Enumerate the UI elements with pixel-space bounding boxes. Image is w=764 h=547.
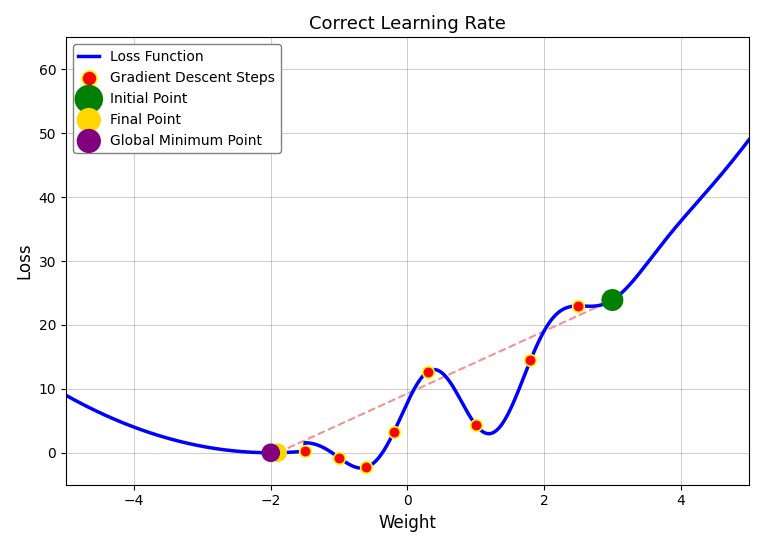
Loss Function [96, 410, 105, 416]
Legend: Loss Function, Gradient Descent Steps, Initial Point, Final Point, Global Minimu: Loss Function, Gradient Descent Steps, I… [73, 44, 281, 153]
Final Point [271, 449, 283, 457]
Loss Function [357, 465, 366, 472]
Line: Loss Function: Loss Function [66, 139, 749, 468]
Loss Function [376, 452, 385, 459]
Loss Function [724, 161, 733, 168]
Gradient Descent Steps [387, 428, 400, 437]
Loss Function [61, 392, 70, 399]
Loss Function [744, 136, 753, 143]
Loss Function [393, 419, 403, 426]
Gradient Descent Steps [299, 447, 311, 456]
Gradient Descent Steps [470, 421, 482, 429]
Gradient Descent Steps [607, 295, 619, 304]
Gradient Descent Steps [333, 453, 345, 462]
Gradient Descent Steps [361, 463, 373, 472]
Title: Correct Learning Rate: Correct Learning Rate [309, 15, 506, 33]
Gradient Descent Steps [572, 301, 584, 310]
Gradient Descent Steps [271, 449, 283, 457]
Initial Point [607, 295, 619, 304]
Loss Function [725, 161, 734, 168]
Y-axis label: Loss: Loss [15, 243, 33, 280]
Gradient Descent Steps [422, 367, 434, 376]
Global Minimum Point [264, 449, 277, 457]
Gradient Descent Steps [524, 356, 536, 365]
Loss Function [600, 301, 609, 307]
X-axis label: Weight: Weight [378, 514, 436, 532]
